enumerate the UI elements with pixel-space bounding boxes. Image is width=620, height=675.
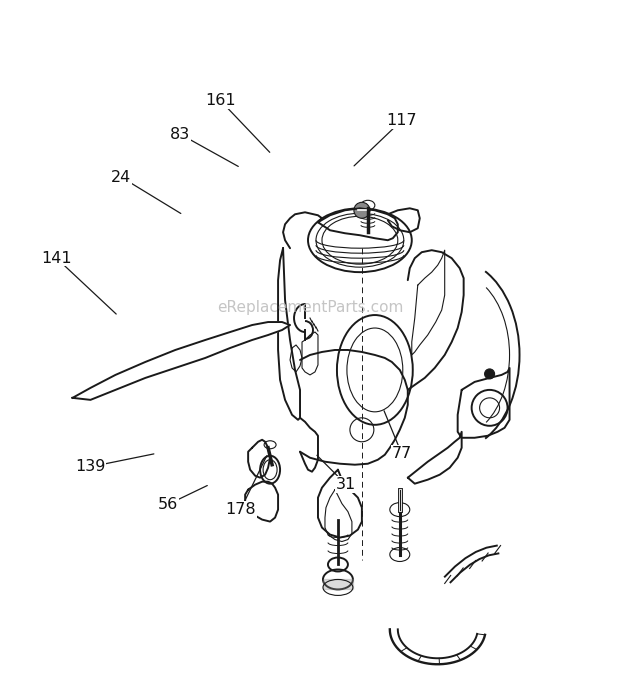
Text: 117: 117 — [386, 113, 417, 128]
Text: 83: 83 — [170, 127, 190, 142]
Text: 56: 56 — [157, 497, 178, 512]
Text: 77: 77 — [391, 446, 412, 461]
Ellipse shape — [485, 369, 495, 379]
Text: 178: 178 — [226, 502, 256, 517]
Text: 161: 161 — [205, 93, 236, 108]
Text: 139: 139 — [75, 459, 105, 475]
Ellipse shape — [354, 202, 370, 218]
Text: 24: 24 — [111, 169, 131, 185]
Text: 141: 141 — [41, 250, 72, 265]
Text: 31: 31 — [336, 477, 356, 492]
Text: eReplacementParts.com: eReplacementParts.com — [217, 300, 403, 315]
Polygon shape — [73, 322, 290, 400]
